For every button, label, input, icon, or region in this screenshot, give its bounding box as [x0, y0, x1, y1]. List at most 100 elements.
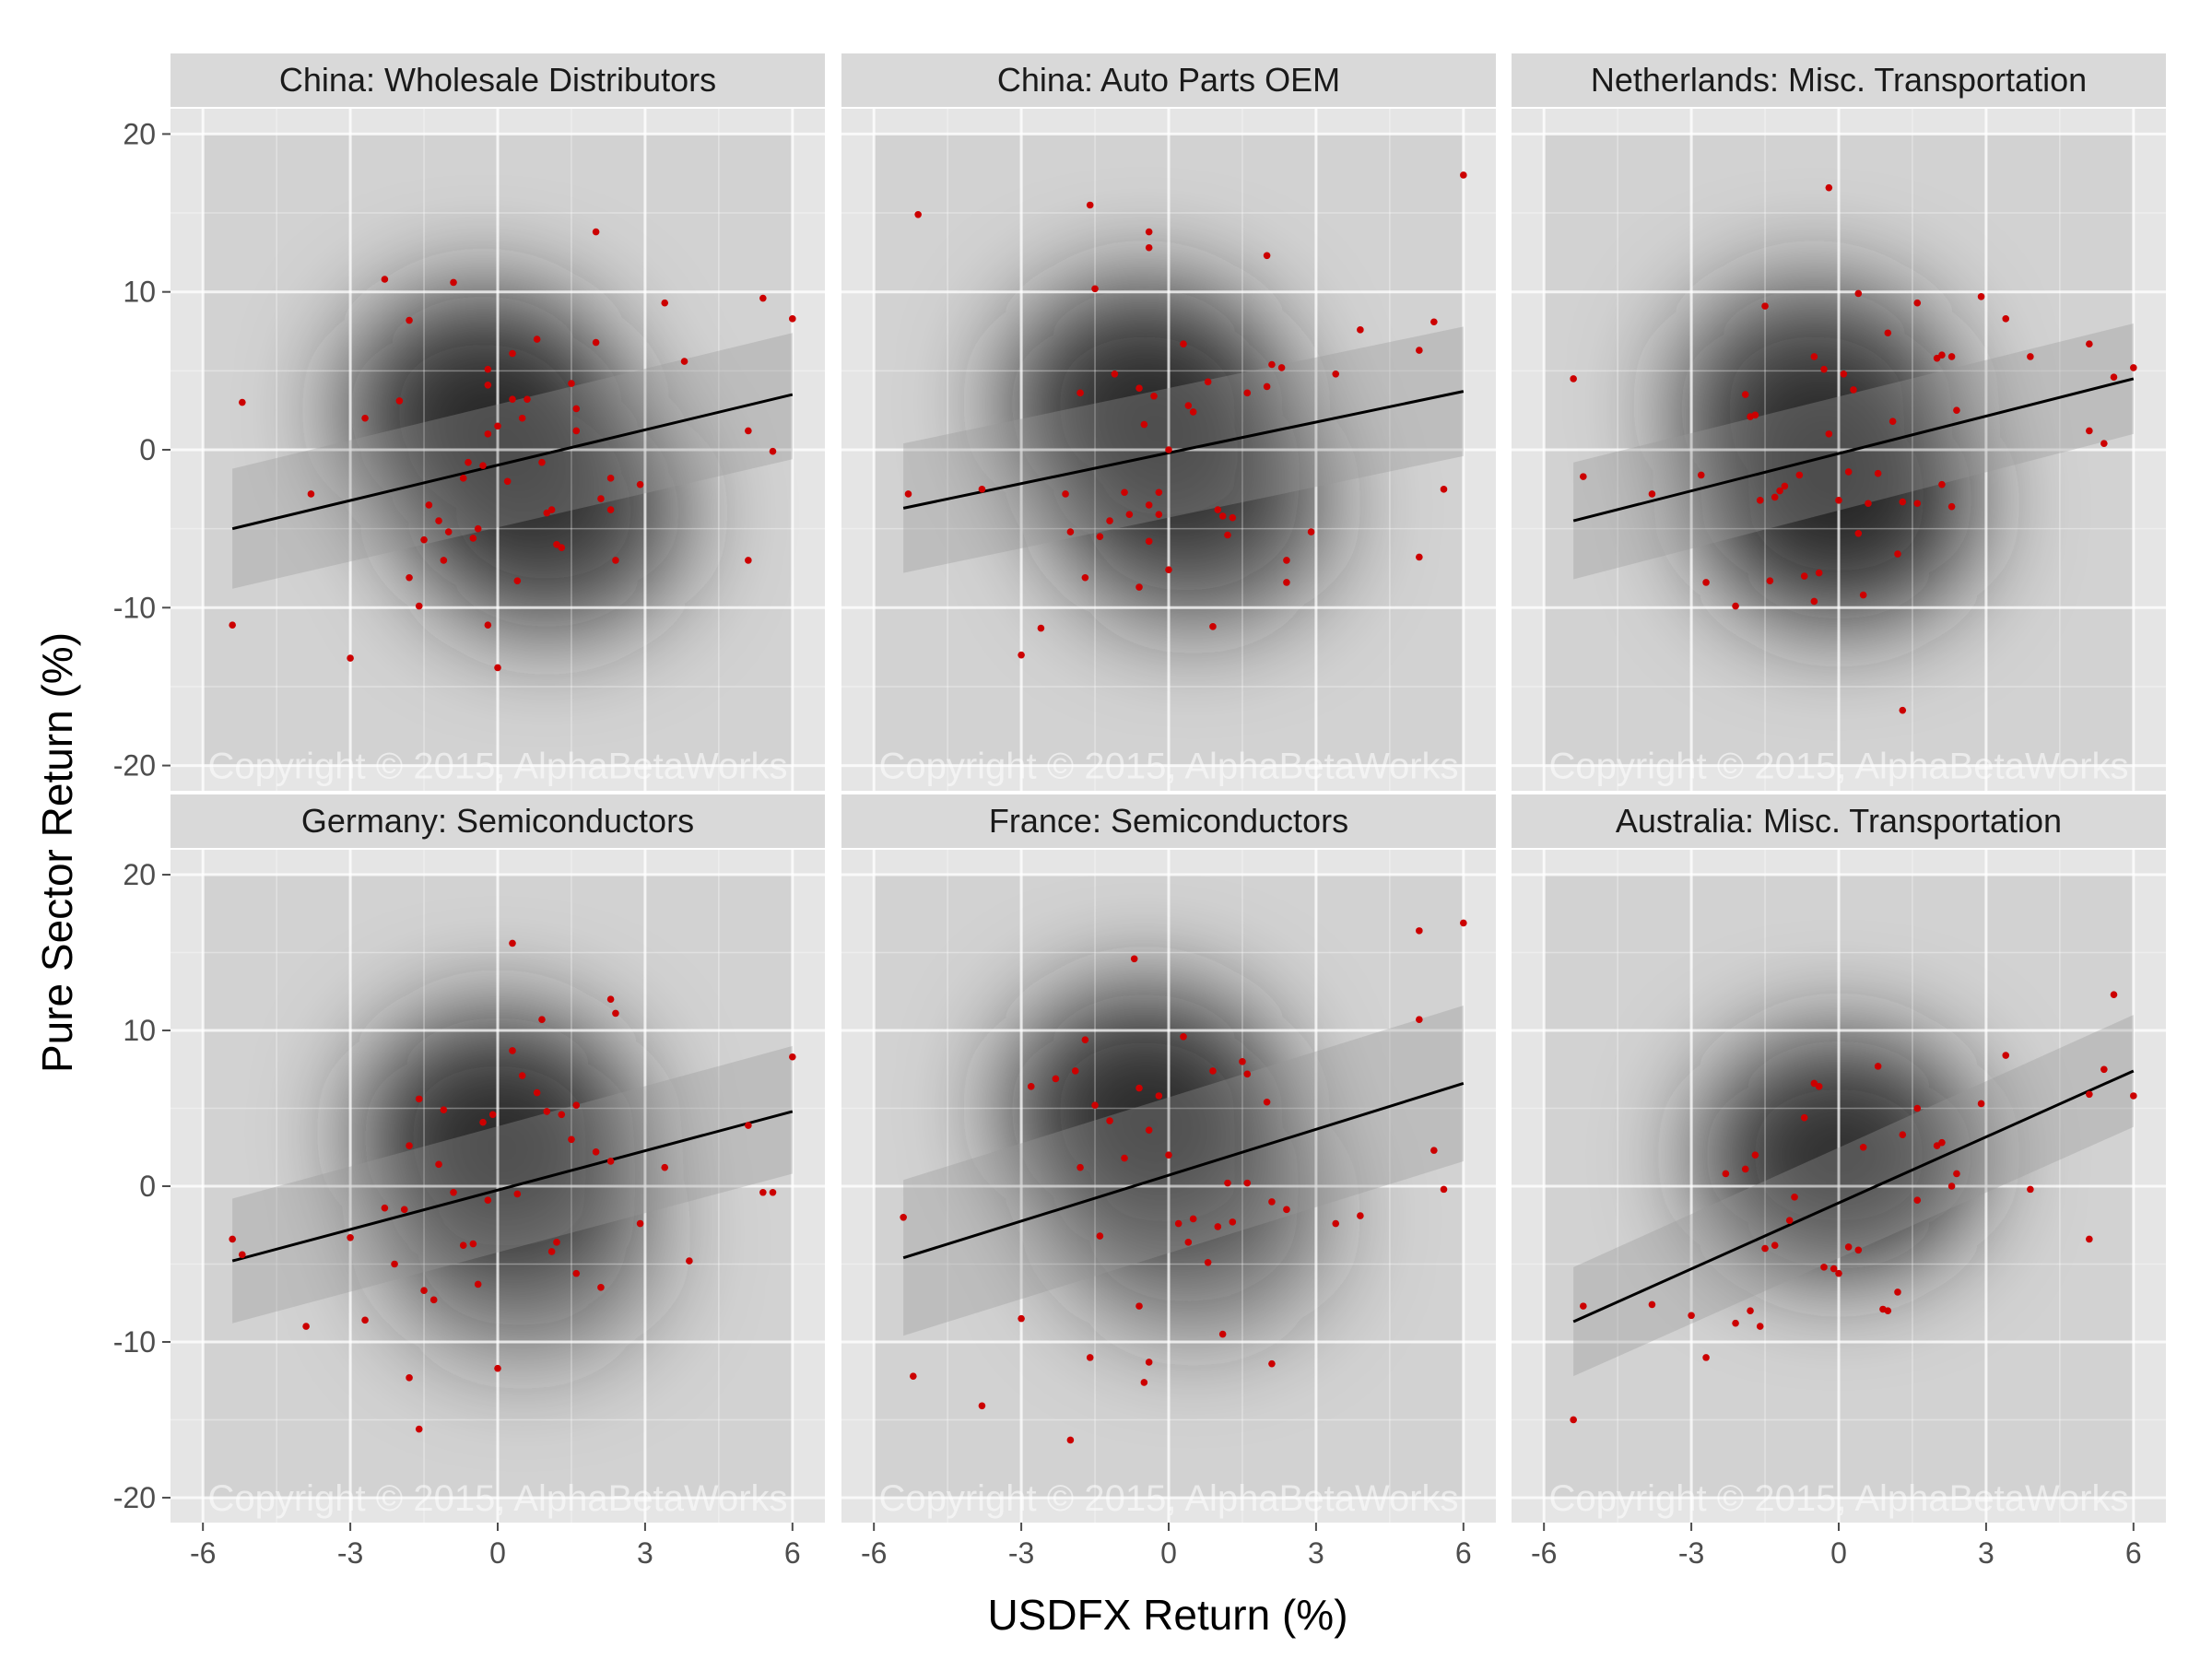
data-point	[1204, 378, 1212, 386]
data-point	[1825, 430, 1833, 438]
data-point	[538, 458, 546, 466]
facet-title: Netherlands: Misc. Transportation	[1591, 61, 2087, 99]
density-blobs	[1006, 282, 1332, 625]
data-point	[1091, 1101, 1099, 1109]
data-point	[606, 995, 615, 1004]
data-point	[745, 557, 752, 564]
data-point	[1052, 1075, 1060, 1083]
x-tick-label: 0	[1830, 1536, 1847, 1570]
data-point	[904, 490, 912, 498]
data-point	[789, 1053, 796, 1061]
data-point	[435, 517, 442, 524]
data-point	[1263, 252, 1271, 260]
data-point	[2130, 1092, 2137, 1100]
data-point	[361, 1316, 369, 1324]
data-point	[1091, 285, 1099, 293]
data-point	[415, 1095, 423, 1103]
x-axis-title: USDFX Return (%)	[987, 1591, 1347, 1639]
data-point	[2130, 364, 2137, 371]
y-tick-label: 0	[139, 1170, 156, 1203]
data-point	[1800, 572, 1808, 580]
x-tick-label: -6	[861, 1536, 887, 1570]
x-tick-label: -3	[1678, 1536, 1704, 1570]
data-point	[1283, 1206, 1290, 1214]
data-point	[474, 524, 482, 533]
data-point	[435, 1160, 442, 1169]
data-point	[1145, 1126, 1153, 1134]
regression-line	[231, 1110, 794, 1263]
data-point	[1180, 1032, 1187, 1041]
data-point	[661, 1163, 669, 1171]
data-point	[789, 315, 796, 323]
data-point	[1722, 1170, 1730, 1178]
watermark-text: Copyright © 2015, AlphaBetaWorks	[207, 1478, 787, 1519]
data-point	[1145, 501, 1153, 509]
data-point	[459, 475, 467, 482]
facet-strip	[1512, 794, 2166, 848]
data-point	[479, 1118, 487, 1126]
data-point	[2086, 1090, 2093, 1099]
data-point	[1751, 1151, 1759, 1159]
x-tick-label: 3	[1978, 1536, 1994, 1570]
data-point	[1835, 1269, 1842, 1277]
data-point	[572, 405, 581, 413]
panel-plot-area: Copyright © 2015, AlphaBetaWorks	[171, 109, 825, 791]
data-point	[1130, 955, 1138, 963]
data-point	[1859, 1143, 1867, 1151]
y-axis-title: Pure Sector Return (%)	[33, 632, 81, 1073]
data-point	[229, 1235, 236, 1243]
data-point	[1150, 392, 1158, 400]
data-point	[1440, 486, 1448, 493]
data-point	[592, 228, 600, 236]
data-point	[636, 1219, 644, 1228]
data-point	[1416, 1016, 1423, 1023]
data-point	[1145, 537, 1153, 546]
data-point	[1106, 517, 1113, 524]
data-point	[1037, 624, 1045, 632]
data-point	[1066, 528, 1075, 535]
data-point	[1825, 183, 1833, 192]
panel-plot-area: Copyright © 2015, AlphaBetaWorks	[1512, 109, 2166, 791]
data-point	[1218, 1330, 1227, 1338]
data-point	[1214, 506, 1222, 513]
data-point	[769, 447, 777, 455]
x-tick-label: 6	[784, 1536, 801, 1570]
data-point	[1121, 1154, 1128, 1162]
data-point	[1174, 1219, 1182, 1228]
data-point	[1570, 375, 1577, 382]
watermark-text: Copyright © 2015, AlphaBetaWorks	[878, 747, 1458, 787]
data-point	[503, 477, 512, 486]
data-point	[1018, 1314, 1025, 1323]
data-point	[1283, 557, 1290, 564]
data-point	[1844, 1243, 1853, 1251]
data-point	[1894, 550, 1901, 558]
facet-strip	[1512, 53, 2166, 107]
y-tick-label: 20	[123, 117, 156, 150]
data-point	[1947, 353, 1956, 360]
facet-panel: Copyright © 2015, AlphaBetaWorks Netherla…	[1512, 53, 2166, 791]
data-point	[494, 1364, 501, 1372]
facet-panel: Copyright © 2015, AlphaBetaWorks France: …	[841, 794, 1496, 1570]
data-point	[474, 1280, 482, 1288]
data-point	[1810, 353, 1818, 360]
data-point	[2110, 991, 2118, 998]
data-point	[1820, 365, 1828, 373]
y-tick-label: 20	[123, 858, 156, 891]
y-tick-label: 10	[123, 1014, 156, 1047]
data-point	[469, 1240, 477, 1248]
data-point	[1430, 318, 1438, 326]
data-point	[1741, 1165, 1749, 1173]
data-point	[239, 1251, 246, 1259]
data-point	[1165, 1151, 1172, 1159]
data-point	[1086, 201, 1094, 209]
data-point	[745, 427, 752, 435]
data-point	[1771, 493, 1779, 501]
data-point	[1135, 1302, 1143, 1310]
data-point	[978, 1402, 986, 1410]
data-point	[420, 1287, 428, 1295]
data-point	[1263, 1098, 1271, 1106]
data-point	[1781, 482, 1789, 490]
data-point	[1850, 386, 1857, 394]
data-point	[978, 486, 986, 493]
data-point	[395, 397, 404, 405]
